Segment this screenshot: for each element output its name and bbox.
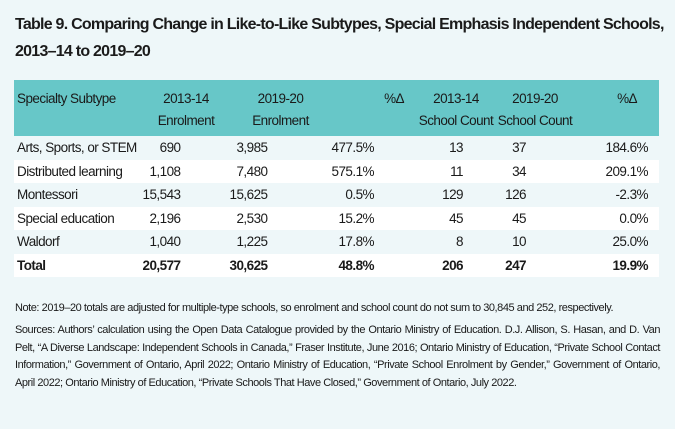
cell-value: 8	[456, 234, 464, 249]
header-label: School Count	[418, 113, 494, 128]
cell-value: 0.0%	[619, 210, 648, 226]
header-enrol-change: %Δ	[332, 80, 417, 136]
cell-value: 247	[505, 257, 526, 273]
cell-value: 126	[505, 187, 526, 202]
cell-value: 2,530	[236, 210, 268, 226]
header-count-2019: 2019-20 School Count	[496, 80, 574, 136]
cell-value: 30,625	[229, 257, 269, 273]
header-enrol-2019: 2019-20 Enrolment	[230, 80, 332, 136]
header-label: 2019-20	[257, 91, 304, 106]
cell-value: 11	[450, 163, 463, 179]
comparison-table: Specialty Subtype 2013-14 Enrolment 2019-…	[14, 80, 659, 277]
cell-value: 1,108	[149, 163, 181, 179]
cell-value: 45	[449, 210, 463, 226]
header-count-2013: 2013-14 School Count	[416, 80, 496, 136]
table-row: Distributed learning 1,108 7,480 575.1% 11 34…	[14, 159, 659, 183]
header-label: 2019-20	[512, 91, 558, 106]
table-note: Note: 2019–20 totals are adjusted for mu…	[15, 302, 614, 314]
cell-value: 3,985	[236, 140, 268, 155]
cell-value: 19.9%	[612, 257, 648, 273]
cell-value: 209.1%	[605, 163, 649, 179]
cell-value: 1,225	[236, 234, 268, 249]
row-label: Montessori	[17, 187, 78, 202]
cell-value: 20,577	[142, 257, 182, 273]
cell-value: 1,040	[149, 234, 181, 249]
table-row: Special education 2,196 2,530 15.2% 45 45 0.0%	[14, 206, 659, 230]
header-count-change: %Δ	[574, 80, 659, 136]
cell-value: 48.8%	[338, 257, 374, 273]
header-label: 2013-14	[433, 91, 479, 106]
cell-value: 45	[512, 210, 526, 226]
cell-value: 477.5%	[331, 140, 375, 155]
header-specialty-subtype: Specialty Subtype	[14, 80, 143, 136]
header-label: Enrolment	[157, 113, 215, 128]
cell-value: 2,196	[149, 210, 181, 226]
table-sources: Sources: Authors’ calculation using the …	[15, 324, 660, 389]
cell-value: 206	[442, 257, 463, 273]
cell-value: 10	[512, 234, 526, 249]
cell-value: 690	[159, 140, 181, 155]
header-label: %Δ	[384, 91, 404, 106]
header-label: Enrolment	[252, 113, 309, 128]
row-label: Distributed learning	[17, 163, 123, 179]
cell-value: 7,480	[236, 163, 268, 179]
table-row: Waldorf 1,040 1,225 17.8% 8 10 25.0%	[14, 230, 659, 254]
row-label: Total	[17, 257, 46, 273]
cell-value: -2.3%	[615, 187, 648, 202]
cell-value: 37	[512, 140, 526, 155]
cell-value: 575.1%	[331, 163, 375, 179]
cell-value: 0.5%	[345, 187, 374, 202]
table-row: Arts, Sports, or STEM 690 3,985 477.5% 13 37 1…	[14, 136, 659, 160]
cell-value: 34	[512, 163, 526, 179]
total-row: Total 20,577 30,625 48.8% 206 247 19.9%	[14, 253, 659, 277]
cell-value: 17.8%	[338, 234, 374, 249]
header-label: 2013-14	[163, 91, 209, 106]
header-label: %Δ	[617, 91, 637, 106]
row-label: Special education	[17, 210, 115, 226]
table-row: Montessori 15,543 15,625 0.5% 129 126 -2.3%	[14, 183, 659, 207]
cell-value: 129	[442, 187, 463, 202]
cell-value: 15,625	[229, 187, 269, 202]
row-label: Arts, Sports, or STEM	[17, 140, 137, 155]
header-label: Specialty Subtype	[17, 91, 116, 106]
cell-value: 184.6%	[605, 140, 649, 155]
cell-value: 15.2%	[338, 210, 374, 226]
row-label: Waldorf	[17, 234, 60, 249]
header-enrol-2013: 2013-14 Enrolment	[143, 80, 230, 136]
cell-value: 13	[449, 140, 463, 155]
cell-value: 15,543	[142, 187, 182, 202]
table-title: Table 9. Comparing Change in Like-to-Lik…	[15, 16, 664, 60]
cell-value: 25.0%	[612, 234, 648, 249]
table-header-row: Specialty Subtype 2013-14 Enrolment 2019-…	[14, 80, 659, 136]
header-label: School Count	[497, 113, 573, 128]
